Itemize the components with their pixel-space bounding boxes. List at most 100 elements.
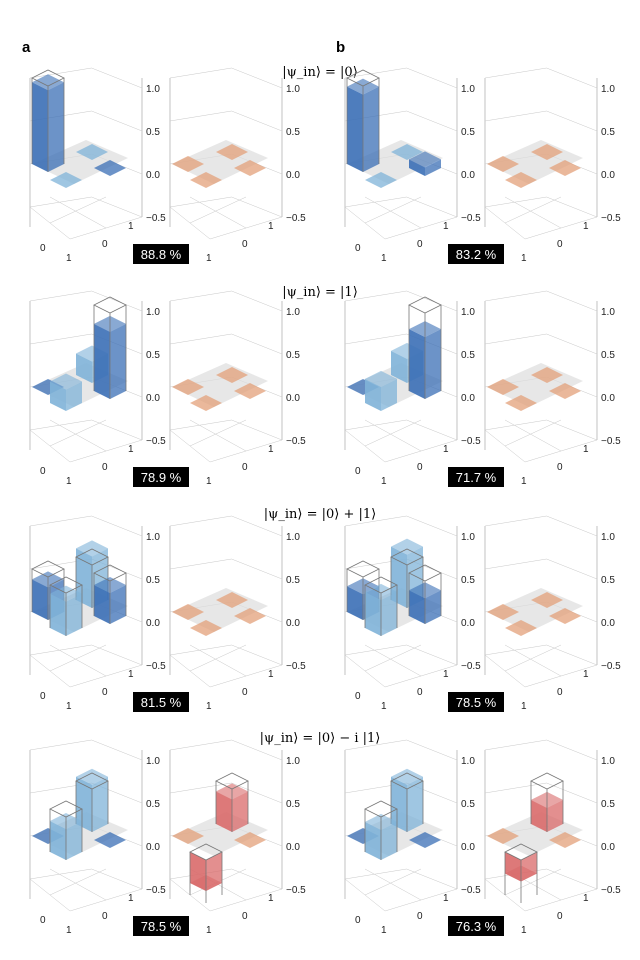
plot-b-3-imag-bar-10 — [504, 843, 538, 903]
plot-a-1-imag-bar-11-tile — [234, 383, 266, 399]
plot-b-3-real-bar-01 — [390, 768, 424, 832]
plot-b-3-real-bar-01-face-right — [407, 776, 423, 832]
plot-b-2-real-grid-r-3 — [406, 644, 458, 666]
plot-a-2-real-ytick-0: 0 — [102, 687, 108, 698]
plot-a-2-imag-bar-01-tile — [216, 592, 248, 608]
plot-a-3-real-bar-10-face-right — [66, 821, 82, 860]
plot-a-2-real-bar-11 — [93, 564, 127, 624]
plot-b-2-imag-bar-01 — [531, 592, 563, 608]
plot-a-2-real-ytick-1: 1 — [128, 669, 134, 680]
plot-a-2-imag-bar-10 — [190, 620, 222, 636]
plot-a-0-imag-bar-00 — [172, 156, 204, 172]
plot-a-3-real-bar-01-face-left — [76, 776, 92, 832]
plot-b-2-real-grid-l-0 — [344, 515, 407, 527]
plot-a-0-real-grid-r-1 — [91, 110, 143, 132]
plot-b-3-real-grid-r-0 — [406, 739, 458, 761]
plot-a-0-real-bar-11 — [94, 160, 126, 176]
plot-b-0-imag-grid-r-3 — [546, 196, 598, 218]
plot-a-3-imag-bar-10 — [189, 843, 223, 903]
fidelity-badge-b-0 — [448, 244, 504, 264]
plot-b-1-real-bar-10-face-left — [365, 378, 381, 411]
plot-a-0-imag-floor-mid2 — [189, 196, 247, 229]
plot-a-2-imag-grid-l-0 — [169, 515, 232, 527]
plot-b-3-imag-floor-mid1 — [504, 868, 562, 896]
plot-b-3-imag-bar-11-tile — [549, 832, 581, 848]
plot-a-1-imag-ztick-0: 1.0 — [286, 307, 300, 318]
plot-a-0-real-ytick-0: 0 — [102, 239, 108, 250]
plot-b-3-real-ztick-1: 0.5 — [461, 799, 475, 810]
plot-b-3-real-grid-l-0 — [344, 739, 407, 751]
plot-b-2-imag-ztick-1: 0.5 — [601, 575, 615, 586]
fidelity-text-b-3: 76.3 % — [456, 919, 497, 934]
plot-b-1-imag-grid-l-0 — [484, 290, 547, 302]
plot-a-0-imag-bar-10-tile — [190, 172, 222, 188]
plot-b-2-real-grid-l-3 — [344, 644, 407, 656]
plot-b-2-real-bar-10-face-right — [381, 591, 397, 636]
plot-a-2-real-bar-11-face-left — [94, 585, 110, 624]
plot-b-3-real-grid-l-3 — [344, 868, 407, 880]
plot-a-0-real-bar-01 — [76, 144, 108, 160]
plot-a-2-real-bar-00-face-left — [32, 579, 48, 620]
plot-a-1-real-bar-10-face-left — [50, 381, 66, 411]
plot-b-0-real-bar-01 — [391, 144, 423, 160]
plot-b-3-imag-bar-01 — [530, 772, 564, 832]
plot-b-1-real-bar-01-face-left — [391, 350, 407, 383]
plot-b-2-imag-bar-11-tile — [549, 608, 581, 624]
plot-b-1-real-bar-10-face-right — [381, 378, 397, 411]
plot-a-2-real-floor-mid2 — [49, 644, 107, 677]
plot-b-2-real-floor-mid2 — [364, 644, 422, 677]
plot-a-0-imag-bar-11 — [234, 160, 266, 176]
plot-a-2-real-grid-l-3 — [29, 644, 92, 656]
plot-b-1-real-grid-l-1 — [344, 333, 407, 345]
plot-a-0-imag-grid-r-3 — [231, 196, 283, 218]
plot-a-1-imag-floor-mid1 — [189, 419, 247, 447]
plot-b-0-imag-bar-11 — [549, 160, 581, 176]
plot-b-1-imag-ytick-0: 0 — [557, 462, 563, 473]
plot-b-3-imag-grid-r-3 — [546, 868, 598, 890]
plot-b-2-imag-ytick-1: 1 — [583, 669, 589, 680]
plot-b-1-real-ztick-2: 0.0 — [461, 393, 475, 404]
plot-a-1-real-grid-r-0 — [91, 290, 143, 312]
plot-a-0-real-grid-l-0 — [29, 67, 92, 79]
plot-b-3-real-bar-01-face-top — [391, 768, 423, 785]
plot-a-3-imag-grid-r-1 — [231, 782, 283, 804]
plot-a-2-imag-xtick-1: 1 — [206, 701, 212, 712]
plot-b-3-real-floor-mid1 — [364, 868, 422, 896]
plot-b-0-real-ytick-1: 1 — [443, 221, 449, 232]
fidelity-text-a-0: 88.8 % — [141, 247, 182, 262]
plot-b-3-real-floor-mid2 — [364, 868, 422, 901]
plot-b-1-imag-bar-10-tile — [505, 395, 537, 411]
plot-b-3-real-ytick-0: 0 — [417, 911, 423, 922]
plot-b-2-real-xtick-1: 1 — [381, 701, 387, 712]
plot-b-1-imag-ztick-1: 0.5 — [601, 350, 615, 361]
plot-a-0-imag-grid-r-1 — [231, 110, 283, 132]
plot-a-1-real-grid-r-3 — [91, 419, 143, 441]
panel-label-a: a — [22, 39, 31, 56]
plot-a-1-real-ztick-1: 0.5 — [146, 350, 160, 361]
plot-a-1-real-bar-10 — [50, 373, 82, 411]
plot-a-0-imag-bar-00-tile — [172, 156, 204, 172]
plot-a-0-real-grid-r-3 — [91, 196, 143, 218]
plot-b-0-real-ytick-0: 0 — [417, 239, 423, 250]
plot-a-3-imag-grid-l-1 — [169, 782, 232, 794]
plot-a-2-imag-grid-r-1 — [231, 558, 283, 580]
plot-a-0-imag-xtick-1: 1 — [206, 253, 212, 264]
plot-a-2-imag-grid-l-3 — [169, 644, 232, 656]
plot-a-2-real-xtick-1: 1 — [66, 701, 72, 712]
plot-a-0-imag-grid-l-3 — [169, 196, 232, 208]
plot-a-1-imag-bar-01-tile — [216, 367, 248, 383]
plot-b-2-imag-bar-11 — [549, 608, 581, 624]
plot-a-0-real-ztick-1: 0.5 — [146, 127, 160, 138]
plot-b-1-imag-bar-00-tile — [487, 379, 519, 395]
plot-a-1-imag-ztick-2: 0.0 — [286, 393, 300, 404]
plot-a-2-imag-bar-00-tile — [172, 604, 204, 620]
plot-a-1-imag-grid-r-0 — [231, 290, 283, 312]
plot-b-2-real-ytick-0: 0 — [417, 687, 423, 698]
plot-b-3-imag-bar-00 — [487, 828, 519, 844]
plot-b-0-imag-ztick-1: 0.5 — [601, 127, 615, 138]
plot-a-0-real-bar-10 — [50, 172, 82, 188]
plot-b-1-real-ytick-0: 0 — [417, 462, 423, 473]
plot-b-1-real-ztick-1: 0.5 — [461, 350, 475, 361]
